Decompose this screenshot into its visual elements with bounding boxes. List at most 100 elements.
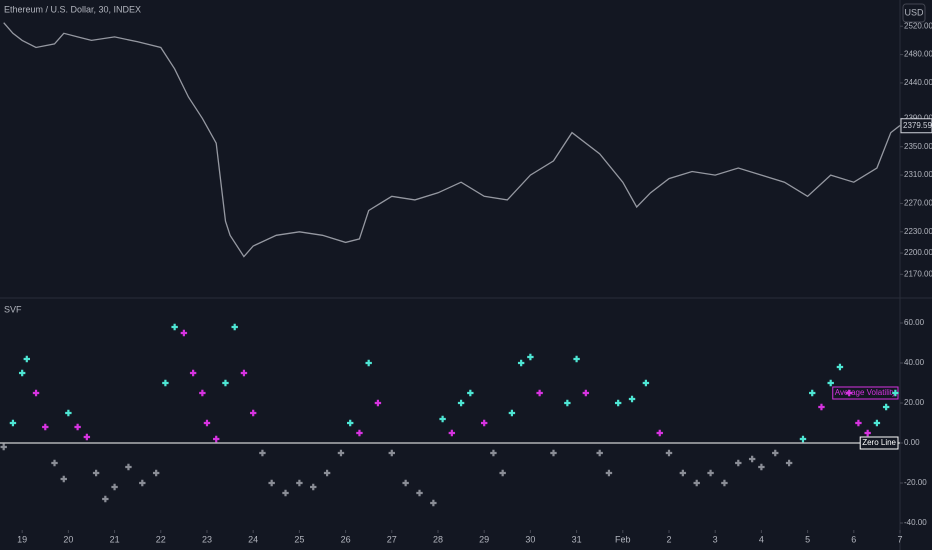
x-tick-label: 21: [110, 534, 120, 544]
x-tick-label: 5: [805, 534, 810, 544]
y-tick-label: 60.00: [904, 318, 925, 327]
x-tick-label: 3: [713, 534, 718, 544]
oscillator-point: [573, 355, 580, 363]
oscillator-point: [499, 469, 506, 477]
oscillator-point: [259, 449, 266, 457]
x-tick-label: 19: [17, 534, 27, 544]
oscillator-point: [679, 469, 687, 477]
oscillator-point: [605, 469, 613, 477]
oscillator-point: [203, 419, 211, 427]
oscillator-point: [0, 443, 7, 451]
oscillator-point: [374, 399, 382, 407]
oscillator-point: [785, 459, 793, 467]
x-tick-label: 27: [387, 534, 397, 544]
oscillator-point: [517, 359, 525, 367]
oscillator-point: [388, 449, 395, 457]
oscillator-point: [873, 419, 881, 427]
oscillator-point: [628, 395, 636, 403]
oscillator-point: [582, 389, 590, 397]
oscillator-point: [337, 449, 345, 457]
oscillator-point: [596, 449, 603, 457]
oscillator-point: [323, 469, 331, 477]
oscillator-point: [772, 449, 779, 457]
oscillator-point: [564, 399, 571, 407]
x-tick-label: 26: [341, 534, 351, 544]
oscillator-point: [310, 483, 317, 491]
x-tick-label: 23: [202, 534, 212, 544]
oscillator-point: [296, 479, 303, 487]
y-tick-label: -20.00: [904, 478, 927, 487]
oscillator-point: [402, 479, 409, 487]
oscillator-point: [758, 463, 765, 471]
oscillator-point: [65, 409, 72, 417]
x-tick-label: 4: [759, 534, 764, 544]
oscillator-point: [818, 403, 825, 411]
oscillator-point: [249, 409, 257, 417]
price-line: [3, 22, 901, 258]
y-tick-label: 2440.00: [904, 78, 932, 87]
x-tick-label: Feb: [615, 534, 631, 544]
oscillator-point: [111, 483, 118, 491]
oscillator-point: [836, 363, 844, 371]
y-tick-label: 40.00: [904, 358, 925, 367]
y-tick-label: 2310.00: [904, 170, 932, 179]
oscillator-point: [356, 429, 363, 437]
oscillator-point: [152, 469, 160, 477]
currency-button[interactable]: [902, 3, 926, 23]
oscillator-point: [457, 399, 465, 407]
oscillator-point: [735, 459, 742, 467]
oscillator-point: [32, 389, 40, 397]
y-tick-label: 2350.00: [904, 142, 932, 151]
oscillator-point: [347, 419, 354, 427]
oscillator-point: [189, 369, 197, 377]
oscillator-point: [550, 449, 557, 457]
y-tick-label: 2170.00: [904, 269, 932, 278]
oscillator-point: [60, 475, 67, 483]
x-tick-label: 7: [897, 534, 902, 544]
x-tick-label: 30: [525, 534, 535, 544]
oscillator-point: [864, 429, 871, 437]
oscillator-point: [721, 479, 728, 487]
x-tick-label: 24: [248, 534, 258, 544]
oscillator-point: [892, 389, 899, 397]
oscillator-point: [139, 479, 146, 487]
oscillator-point: [125, 463, 132, 471]
x-tick-label: 2: [666, 534, 671, 544]
oscillator-point: [799, 435, 807, 443]
oscillator-point: [365, 359, 372, 367]
oscillator-point: [213, 435, 220, 443]
last-price-label: 2379.59: [903, 121, 932, 130]
x-tick-label: 25: [294, 534, 304, 544]
y-tick-label: 2480.00: [904, 50, 932, 59]
oscillator-point: [809, 389, 816, 397]
oscillator-point: [162, 379, 169, 387]
y-tick-label: 20.00: [904, 398, 925, 407]
oscillator-point: [827, 379, 834, 387]
x-tick-label: 29: [479, 534, 489, 544]
oscillator-point: [51, 459, 58, 467]
oscillator-point: [642, 379, 650, 387]
oscillator-point: [882, 403, 890, 411]
oscillator-point: [490, 449, 497, 457]
y-tick-label: 2230.00: [904, 227, 932, 236]
oscillator-point: [536, 389, 543, 397]
x-tick-label: 28: [433, 534, 443, 544]
currency[interactable]: USD: [904, 7, 924, 17]
oscillator-point: [23, 355, 30, 363]
oscillator-point: [707, 469, 714, 477]
oscillator-point: [199, 389, 206, 397]
oscillator-point: [102, 495, 109, 503]
oscillator-point: [222, 379, 229, 387]
symbol-title: Ethereum / U.S. Dollar, 30, INDEX: [4, 4, 141, 14]
x-tick-label: 22: [156, 534, 166, 544]
y-tick-label: 2200.00: [904, 248, 932, 257]
oscillator-point: [467, 389, 474, 397]
hline-label-box: [859, 436, 899, 450]
x-tick-label: 31: [572, 534, 582, 544]
hline-label: Average Volatility: [835, 388, 896, 397]
oscillator-point: [665, 449, 673, 457]
oscillator-point: [416, 489, 423, 497]
oscillator-point: [656, 429, 663, 437]
